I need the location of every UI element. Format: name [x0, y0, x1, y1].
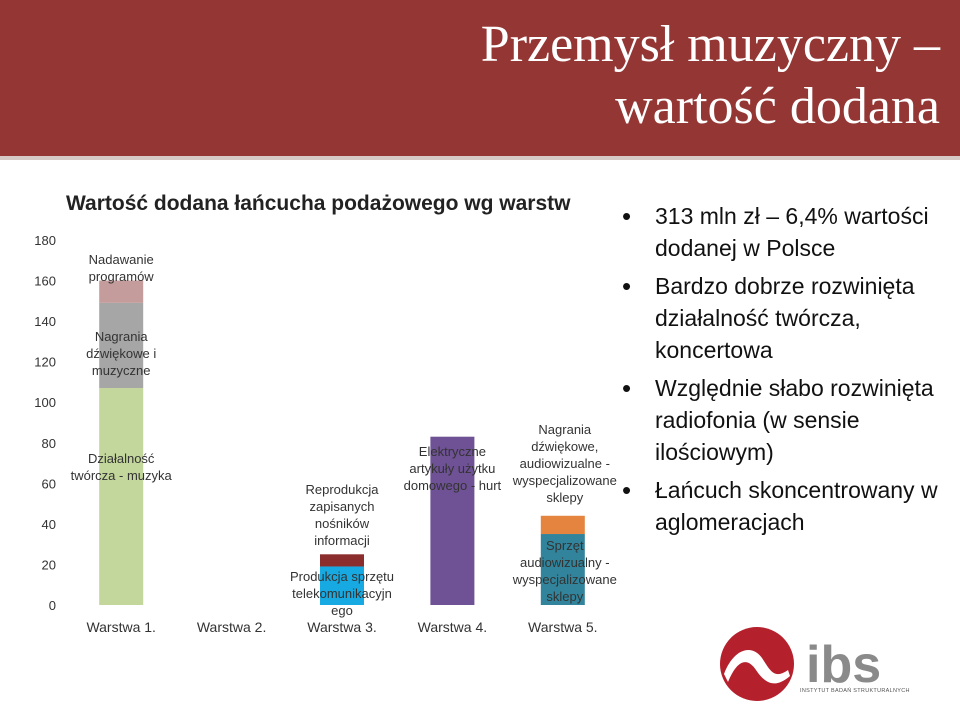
annotation-label: Nagrania: [538, 422, 592, 437]
x-tick-label: Warstwa 1.: [86, 619, 156, 635]
y-tick-label: 180: [34, 233, 56, 248]
chart-title: Wartość dodana łańcucha podażowego wg wa…: [66, 192, 571, 215]
annotation-label: informacji: [314, 533, 370, 548]
annotation-label: wyspecjalizowane: [512, 572, 617, 587]
y-tick-label: 160: [34, 274, 56, 289]
annotation-label: Sprzęt: [546, 538, 584, 553]
annotation-label: telekomunikacyjn: [292, 586, 392, 601]
annotation-label: sklepy: [546, 589, 583, 604]
bar-segment: [99, 388, 144, 605]
logo-wordmark: ibs: [806, 636, 881, 694]
x-tick-label: Warstwa 4.: [418, 619, 488, 635]
annotation-label: domowego - hurt: [404, 478, 502, 493]
x-tick-label: Warstwa 2.: [197, 619, 267, 635]
y-tick-label: 0: [49, 598, 56, 613]
annotation-label: sklepy: [546, 490, 583, 505]
annotation-label: Produkcja sprzętu: [290, 569, 394, 584]
y-tick-label: 80: [42, 436, 56, 451]
annotation-label: audiowizualny -: [520, 555, 610, 570]
slide-title-line-1: Przemysł muzyczny –: [480, 16, 940, 73]
slide-title: Przemysł muzyczny – wartość dodana: [300, 14, 940, 138]
bullet-item: Względnie słabo rozwinięta radiofonia (w…: [622, 372, 952, 468]
y-tick-label: 60: [42, 476, 56, 491]
annotation-label: dźwiękowe i: [86, 346, 156, 361]
x-tick-label: Warstwa 5.: [528, 619, 598, 635]
bar-segment: [320, 566, 364, 605]
stacked-bar-chart: 0 20 40 60 80 100 120 140 160 180 Warstwa 1. Warstw…: [34, 233, 617, 635]
annotation-label: Nadawanie: [89, 252, 154, 267]
bullet-item: Bardzo dobrze rozwinięta działalność twó…: [622, 270, 952, 366]
annotation-label: Nagrania: [95, 329, 149, 344]
logo-caption: INSTYTUT BADAŃ STRUKTURALNYCH: [800, 688, 910, 694]
annotation-label: Działalność: [88, 451, 155, 466]
annotation-label: muzyczne: [92, 363, 151, 378]
y-tick-label: 140: [34, 314, 56, 329]
bar-segment: [430, 436, 475, 605]
x-tick-label: Warstwa 3.: [307, 619, 377, 635]
annotation-label: nośników: [315, 516, 370, 531]
slide-title-line-2: wartość dodana: [615, 78, 940, 135]
bar-segment: [99, 302, 144, 389]
y-tick-label: 100: [34, 395, 56, 410]
bar-segment: [540, 534, 585, 605]
bar-segment: [540, 515, 585, 535]
ibs-logo: ibs: [720, 627, 881, 701]
bullet-item: Łańcuch skoncentrowany w aglomeracjach: [622, 474, 952, 538]
annotation-label: twórcza - muzyka: [71, 468, 173, 483]
annotation-label: wyspecjalizowane: [512, 473, 617, 488]
bullet-list: 313 mln zł – 6,4% wartości dodanej w Pol…: [622, 200, 952, 544]
bar-segment: [320, 554, 364, 567]
annotation-label: ego: [331, 603, 353, 618]
slide-header: Przemysł muzyczny – wartość dodana: [0, 0, 960, 160]
logo-wave-icon: [724, 650, 790, 684]
annotation-label: programów: [89, 269, 155, 284]
annotation-label: Elektryczne: [419, 444, 486, 459]
annotation-label: artykuły użytku: [409, 461, 495, 476]
annotation-label: dźwiękowe,: [531, 439, 598, 454]
annotation-label: Reprodukcja: [306, 482, 380, 497]
bullet-item: 313 mln zł – 6,4% wartości dodanej w Pol…: [622, 200, 952, 264]
y-tick-label: 120: [34, 355, 56, 370]
bar-segment: [99, 280, 144, 303]
annotation-label: audiowizualne -: [520, 456, 610, 471]
y-tick-label: 40: [42, 517, 56, 532]
y-tick-label: 20: [42, 557, 56, 572]
annotation-label: zapisanych: [309, 499, 374, 514]
